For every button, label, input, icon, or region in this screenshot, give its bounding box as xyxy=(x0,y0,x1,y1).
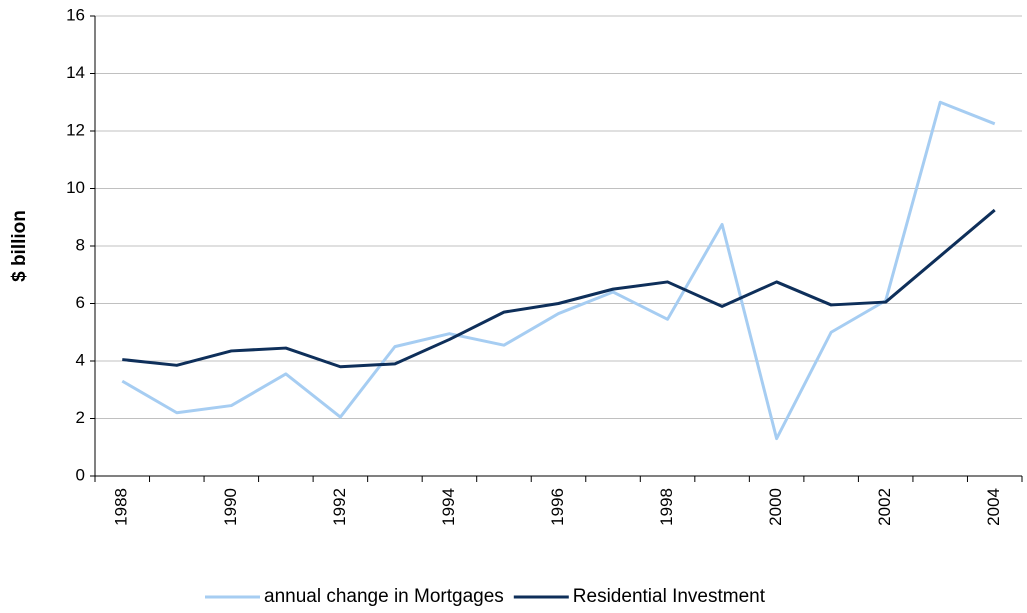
x-tick-label: 1998 xyxy=(657,488,676,526)
x-tick-label: 1992 xyxy=(330,488,349,526)
y-tick-label: 4 xyxy=(76,350,85,369)
x-tick-label: 1988 xyxy=(112,488,131,526)
y-tick-label: 8 xyxy=(76,235,85,254)
x-tick-label: 2004 xyxy=(984,488,1003,526)
y-tick-label: 6 xyxy=(76,293,85,312)
y-tick-label: 16 xyxy=(66,5,85,24)
y-tick-label: 14 xyxy=(66,63,85,82)
x-tick-label: 1990 xyxy=(221,488,240,526)
y-axis-label: $ billion xyxy=(9,210,30,282)
x-tick-label: 2000 xyxy=(766,488,785,526)
y-tick-label: 2 xyxy=(76,408,85,427)
y-tick-label: 0 xyxy=(76,465,85,484)
x-tick-label: 2002 xyxy=(875,488,894,526)
x-tick-label: 1996 xyxy=(548,488,567,526)
legend-label: Residential Investment xyxy=(573,586,766,607)
series-line xyxy=(122,208,996,369)
x-tick-label: 1994 xyxy=(439,488,458,526)
y-tick-label: 10 xyxy=(66,178,85,197)
y-tick-label: 12 xyxy=(66,120,85,139)
series-line xyxy=(121,100,996,441)
legend-label: annual change in Mortgages xyxy=(264,586,504,607)
